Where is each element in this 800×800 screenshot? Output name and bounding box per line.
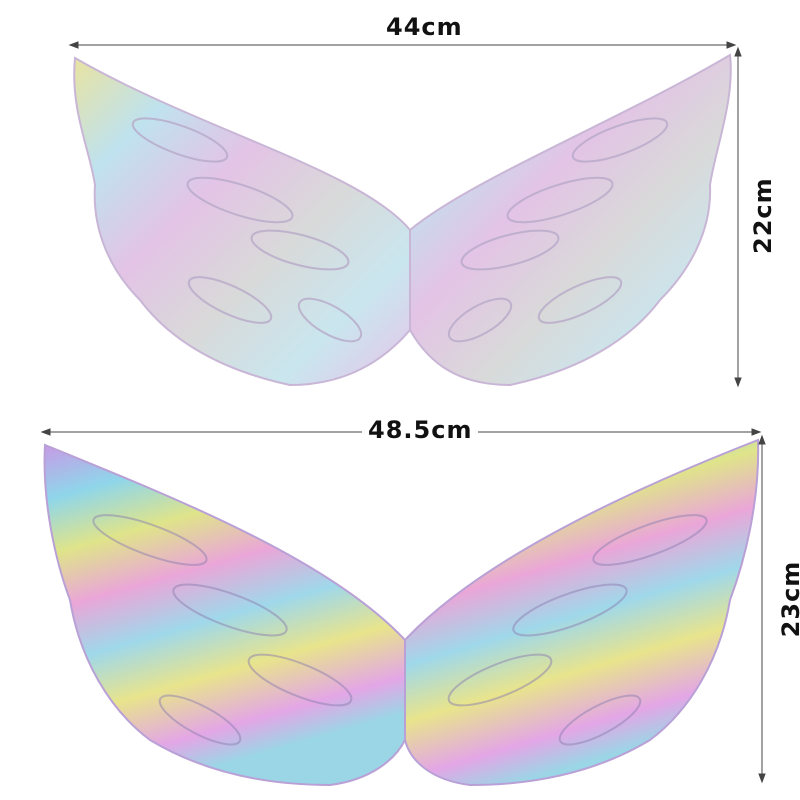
top-width-label: 44cm xyxy=(380,13,469,41)
bottom-height-label: 23cm xyxy=(777,553,800,645)
top-wing xyxy=(73,53,732,387)
top-height-label: 22cm xyxy=(749,177,777,260)
bottom-width-label: 48.5cm xyxy=(362,416,479,444)
bottom-wing xyxy=(43,438,760,787)
